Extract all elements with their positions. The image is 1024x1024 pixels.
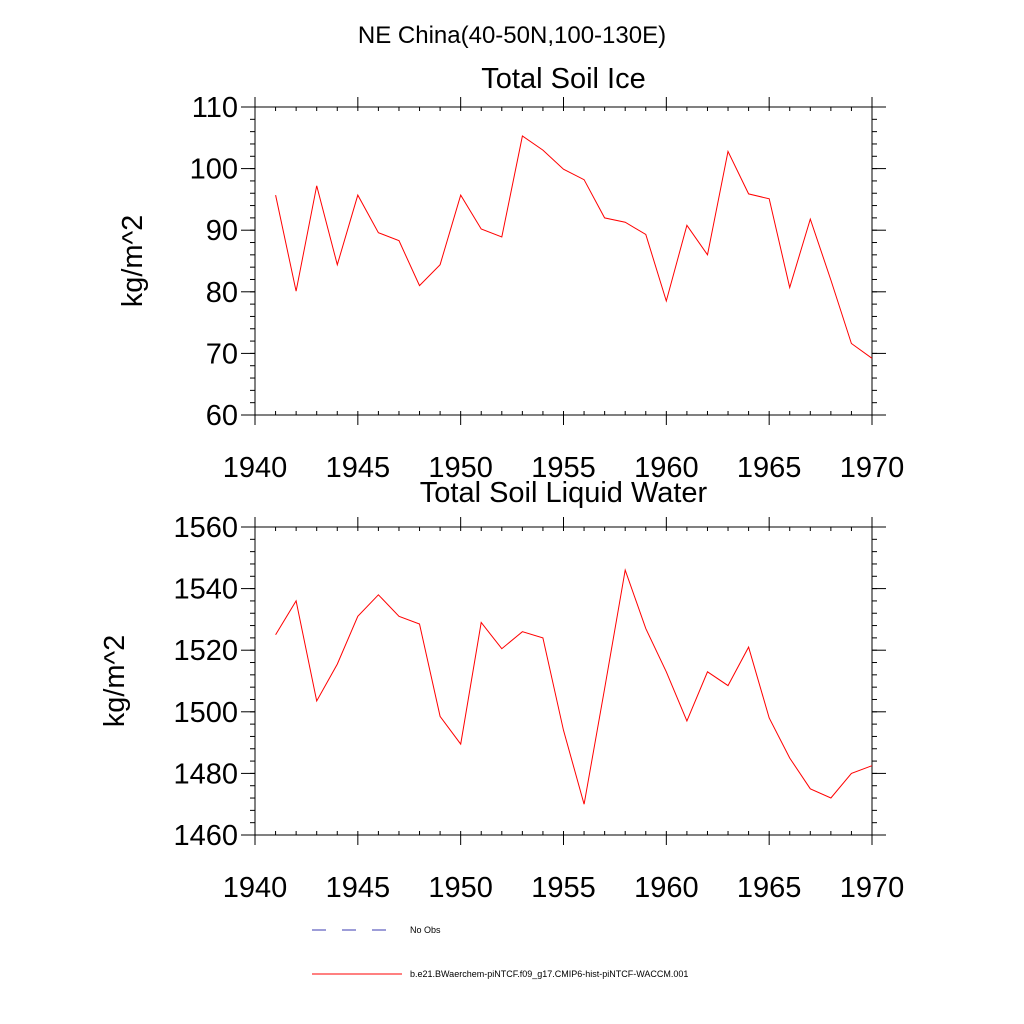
soil-liquid-water-panel: Total Soil Liquid Water kg/m^2 1940 1945 195… bbox=[99, 477, 904, 904]
x-tick-label: 1950 bbox=[428, 872, 493, 904]
y-axis-label: kg/m^2 bbox=[117, 215, 149, 308]
y-tick-label: 100 bbox=[190, 154, 238, 186]
series-line bbox=[275, 568, 873, 805]
x-tick-label: 1970 bbox=[840, 452, 905, 484]
y-tick-label: 80 bbox=[206, 277, 238, 309]
x-tick-label: 1945 bbox=[326, 452, 391, 484]
x-tick-label: 1945 bbox=[326, 872, 391, 904]
x-tick-label: 1940 bbox=[223, 452, 288, 484]
legend-obs-label: No Obs bbox=[410, 925, 441, 935]
x-tick-label: 1970 bbox=[840, 872, 905, 904]
legend-model-label: b.e21.BWaerchem-piNTCF.f09_g17.CMIP6-his… bbox=[410, 969, 688, 979]
y-tick-label: 110 bbox=[192, 92, 238, 124]
panel-title: Total Soil Ice bbox=[481, 63, 645, 95]
x-tick-label: 1965 bbox=[737, 872, 802, 904]
y-tick-label: 1500 bbox=[173, 697, 238, 729]
x-tick-label: 1955 bbox=[531, 452, 596, 484]
y-tick-label: 70 bbox=[206, 338, 238, 370]
y-tick-label: 1480 bbox=[173, 758, 238, 790]
x-tick-label: 1940 bbox=[223, 872, 288, 904]
x-tick-label: 1955 bbox=[531, 872, 596, 904]
series-line bbox=[275, 135, 873, 359]
y-tick-label: 1540 bbox=[173, 574, 238, 606]
soil-ice-panel: Total Soil Ice kg/m^2 1940 1945 1950 1955 1960… bbox=[117, 63, 904, 484]
legend: No Obs b.e21.BWaerchem-piNTCF.f09_g17.CM… bbox=[312, 925, 688, 979]
figure-title: NE China(40-50N,100-130E) bbox=[358, 22, 666, 49]
panel-title: Total Soil Liquid Water bbox=[420, 477, 708, 509]
y-tick-label: 1460 bbox=[173, 820, 238, 852]
y-tick-label: 1560 bbox=[173, 512, 238, 544]
x-tick-label: 1960 bbox=[634, 452, 699, 484]
y-axis-label: kg/m^2 bbox=[99, 635, 131, 728]
y-tick-label: 90 bbox=[206, 215, 238, 247]
x-tick-label: 1950 bbox=[428, 452, 493, 484]
x-tick-label: 1965 bbox=[737, 452, 802, 484]
y-tick-label: 60 bbox=[206, 400, 238, 432]
x-tick-label: 1960 bbox=[634, 872, 699, 904]
y-tick-label: 1520 bbox=[173, 635, 238, 667]
